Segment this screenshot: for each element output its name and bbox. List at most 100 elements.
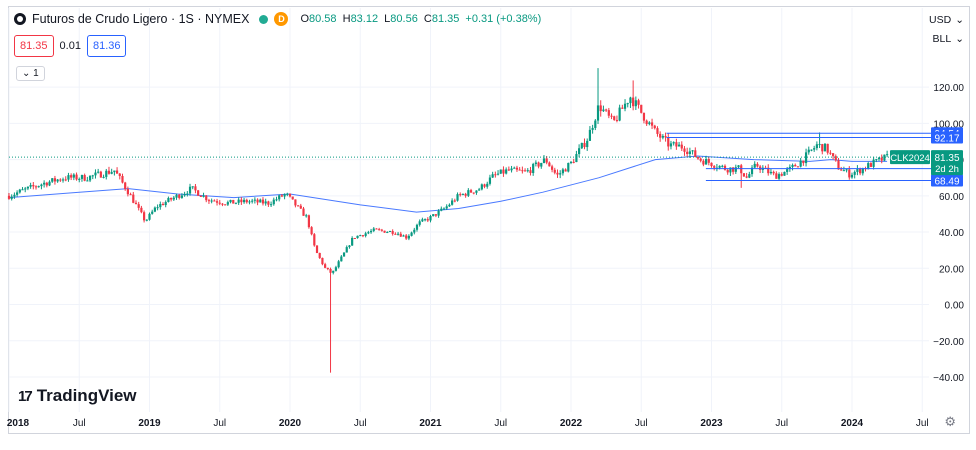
tradingview-watermark[interactable]: 17 TradingView (18, 386, 137, 405)
candle-body (542, 158, 546, 163)
candle-body (291, 196, 294, 200)
unit-selector[interactable]: BLL ⌄ (932, 33, 965, 45)
candle-body (829, 152, 832, 154)
candle-body (407, 235, 410, 239)
candle-body (315, 245, 319, 254)
candle-body (769, 171, 773, 174)
candle-body (702, 160, 705, 165)
gear-icon[interactable]: ⚙ (944, 414, 956, 429)
candle-body (502, 169, 505, 174)
candle-body (802, 160, 805, 164)
candle-body (37, 186, 40, 188)
candle-body (240, 199, 243, 203)
grid (8, 8, 929, 412)
candle-body (686, 151, 689, 154)
candle-body (245, 199, 248, 203)
candle-body (615, 119, 619, 121)
candle-body (121, 176, 124, 183)
candle-body (32, 185, 35, 187)
candle-body (305, 215, 308, 217)
candle-body (16, 192, 19, 195)
spread-value: 0.01 (59, 40, 81, 52)
y-tick-label: −20.00 (933, 337, 964, 348)
candle-body (180, 195, 184, 198)
candle-body (7, 195, 11, 199)
bid-button[interactable]: 81.35 (14, 35, 54, 57)
candle-body (213, 200, 216, 202)
candle-body (224, 204, 227, 206)
candle-body (70, 175, 73, 178)
candle-body (324, 264, 327, 268)
candle-body (51, 178, 54, 182)
candle-body (831, 153, 835, 157)
candle-body (399, 233, 402, 237)
last-price-label: 81.35 (934, 153, 959, 164)
candle-body (396, 233, 400, 235)
candle-body (507, 169, 510, 171)
candle-body (486, 183, 489, 187)
candle-body (24, 188, 27, 190)
candle-body (137, 204, 140, 208)
candle-body (456, 194, 459, 201)
candle-body (302, 208, 305, 216)
candle-body (364, 233, 367, 236)
candle-body (650, 122, 654, 126)
level-label-bg (931, 131, 963, 144)
candle-body (372, 228, 375, 231)
delayed-data-badge[interactable]: D (274, 12, 289, 26)
ask-button[interactable]: 81.36 (86, 35, 127, 57)
candle-body (429, 216, 432, 221)
y-tick-label: 60.00 (939, 192, 964, 203)
x-tick-label: 2023 (700, 418, 723, 429)
candle-body (361, 235, 365, 237)
currency-selector[interactable]: USD ⌄ (929, 14, 964, 26)
candle-body (872, 159, 875, 167)
candle-body (753, 163, 756, 168)
candle-body (237, 199, 240, 203)
horizontal-levels (9, 132, 933, 181)
symbol-legend[interactable]: Futuros de Crudo Ligero · 1S · NYMEX D O… (14, 12, 544, 26)
symbol-title[interactable]: Futuros de Crudo Ligero · 1S · NYMEX (32, 12, 250, 26)
candle-body (97, 171, 100, 173)
candle-body (253, 199, 256, 201)
candle-body (602, 109, 605, 112)
y-tick-label: 0.00 (945, 301, 965, 312)
time-axis[interactable]: 2018 Jul 2019 Jul 2020 Jul 2021 Jul 2022 Jul 2023 J… (7, 418, 929, 429)
candle-body (737, 165, 740, 168)
y-tick-label: 120.00 (933, 83, 964, 94)
candle-body (286, 193, 289, 195)
candle-body (267, 201, 270, 205)
candle-body (799, 160, 802, 167)
candle-body (791, 164, 794, 167)
candle-body (675, 142, 678, 147)
indicator-collapse-button[interactable]: ⌄ 1 (16, 66, 45, 81)
candle-body (107, 170, 111, 174)
candle-body (13, 194, 16, 197)
x-tick-label: Jul (635, 418, 648, 429)
x-tick-label: Jul (73, 418, 86, 429)
candle-body (469, 190, 473, 193)
candle-body (102, 176, 105, 178)
candle-body (794, 164, 797, 167)
candle-body (496, 173, 500, 175)
candle-body (629, 97, 632, 104)
candle-body (748, 174, 751, 178)
candle-body (280, 195, 283, 197)
candle-body (124, 182, 127, 190)
candle-body (664, 135, 667, 138)
candle-body (367, 232, 370, 234)
candle-body (478, 189, 481, 191)
candle-body (375, 228, 378, 230)
candle-body (567, 163, 570, 172)
candle-body (564, 169, 567, 172)
candle-body (18, 189, 21, 193)
candle-body (599, 105, 602, 112)
high-value: 83.12 (350, 13, 379, 25)
candle-body (788, 166, 791, 170)
y-tick-label: 40.00 (939, 228, 964, 239)
chevron-down-icon: ⌄ (22, 68, 31, 79)
candle-body (142, 212, 146, 221)
candle-body (59, 179, 62, 181)
